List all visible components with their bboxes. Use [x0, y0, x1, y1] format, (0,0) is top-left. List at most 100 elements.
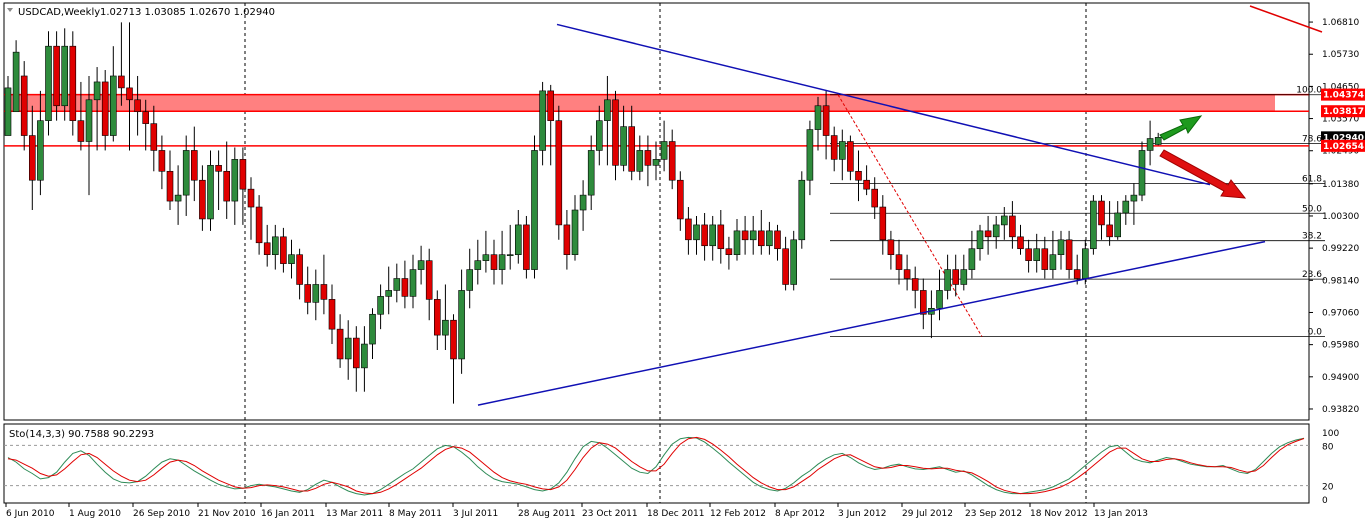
price-tick-label: 0.93820 [1322, 405, 1359, 415]
candle-body [1049, 254, 1057, 270]
candle-body [709, 224, 717, 247]
candle-body [652, 159, 660, 166]
candle-body [433, 299, 441, 336]
candle-body [134, 99, 141, 113]
candle-body [506, 254, 514, 256]
trendline-layer [477, 5, 1323, 406]
candle-body [944, 269, 951, 291]
candle-body [620, 126, 627, 166]
candle-body [328, 299, 336, 330]
candle-body [1033, 248, 1040, 261]
candle-body [320, 284, 328, 300]
time-tick-label: 28 Aug 2011 [518, 509, 576, 519]
fib-level-label: 50.0 [1302, 204, 1322, 214]
fib-level-label: 0.0 [1308, 328, 1323, 338]
candle-body [150, 123, 158, 151]
candle-body [612, 99, 619, 166]
candle-body [919, 290, 927, 315]
candle-body [660, 141, 668, 160]
fib-level-label: 38.2 [1302, 232, 1322, 242]
price-tick-label: 1.06810 [1322, 18, 1359, 28]
candle-body [579, 194, 587, 211]
candle-body [547, 90, 555, 121]
candle-body [336, 328, 344, 360]
price-tick-label: 0.98140 [1322, 276, 1359, 286]
candle-body [85, 99, 93, 142]
price-panel-frame [3, 2, 1310, 421]
price-tick-label: 1.03570 [1322, 115, 1359, 125]
candle-body [563, 224, 571, 255]
candle-body [644, 150, 652, 166]
candle-body [960, 269, 968, 285]
candle-body [514, 224, 522, 255]
candle-body [77, 120, 85, 142]
time-tick-label: 8 May 2011 [389, 509, 442, 519]
candle-body [37, 120, 44, 181]
candle-body [344, 337, 352, 360]
candle-body [498, 254, 506, 270]
price-tick-label: 1.00300 [1322, 212, 1359, 222]
candle-body [239, 159, 247, 190]
candle-body [571, 209, 579, 255]
symbol-label: USDCAD,Weekly [18, 7, 100, 18]
time-tick-label: 6 Jun 2010 [6, 509, 55, 519]
candle-body [474, 260, 482, 270]
price-marker-label: 1.02654 [1323, 142, 1364, 152]
candle-body [782, 248, 789, 285]
candle-body [393, 278, 401, 291]
candle-body [158, 150, 166, 172]
zone-layer [4, 93, 1309, 147]
candle-body [182, 150, 190, 196]
candle-body [1114, 212, 1121, 238]
candle-body [830, 135, 838, 160]
candle-body [685, 218, 692, 241]
candle-body [191, 150, 198, 181]
candle-body [288, 254, 295, 264]
candle-body [215, 165, 222, 172]
candle-body [1017, 236, 1024, 250]
candle-body [863, 179, 870, 190]
candle-body [352, 337, 360, 369]
candle-body [587, 150, 595, 196]
time-tick-label: 21 Nov 2010 [198, 509, 256, 519]
candle-body [523, 224, 530, 270]
candle-body [466, 269, 474, 291]
candle-body [798, 179, 806, 241]
candle-body [1041, 248, 1049, 270]
candle-body [271, 236, 279, 255]
candle-body [207, 165, 214, 220]
time-tick-label: 3 Jun 2012 [838, 509, 886, 519]
time-tick-label: 13 Mar 2011 [326, 509, 383, 519]
candle-body [1065, 239, 1073, 270]
candle-body [53, 45, 60, 107]
resistance-zone [5, 94, 1275, 112]
candle-body [1130, 194, 1138, 202]
stochastic-layer: 100 80 20 0 [4, 429, 1339, 506]
candle-body [361, 343, 368, 369]
time-tick-label: 16 Jan 2011 [261, 509, 315, 519]
candle-body [450, 319, 457, 360]
collapse-arrow-icon[interactable] [7, 8, 13, 12]
candle-body [725, 248, 733, 255]
candle-body [247, 188, 255, 208]
candle-body [676, 179, 684, 220]
fib-level-label: 61.8 [1302, 175, 1322, 185]
candle-body [126, 87, 133, 101]
grid-layer [244, 3, 1087, 503]
candle-body [814, 105, 822, 130]
candle-body [263, 242, 271, 255]
time-tick-label: 13 Jan 2013 [1094, 509, 1148, 519]
time-tick-label: 1 Aug 2010 [69, 509, 121, 519]
stochastic-axis-label: 0 [1322, 496, 1328, 506]
candle-body [12, 51, 20, 113]
candle-body [1146, 138, 1154, 151]
candle-body [911, 278, 919, 291]
candle-body [984, 230, 992, 238]
price-tick-label: 0.95980 [1322, 341, 1359, 351]
price-tick-label: 0.97060 [1322, 308, 1359, 318]
candle-body [887, 239, 895, 255]
candle-body [992, 224, 1000, 238]
